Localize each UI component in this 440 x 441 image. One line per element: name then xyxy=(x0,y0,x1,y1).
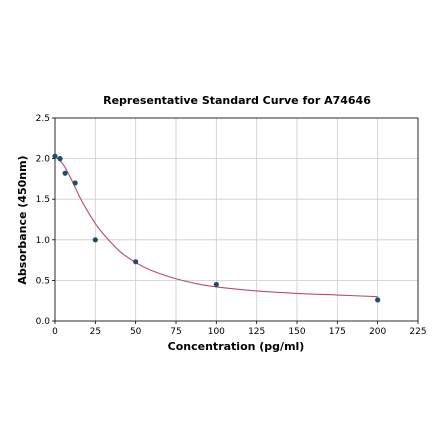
y-tick-label: 2.0 xyxy=(36,155,51,165)
y-tick-label: 0.5 xyxy=(36,276,50,286)
plot-frame xyxy=(54,117,419,322)
chart-title: Representative Standard Curve for A74646 xyxy=(103,94,371,107)
x-axis: 0 25 50 75 100 125 150 175 200 225 xyxy=(52,321,427,337)
x-tick-label: 100 xyxy=(208,327,225,337)
x-axis-label: Concentration (pg/ml) xyxy=(168,340,305,353)
y-tick-label: 0.0 xyxy=(36,317,51,327)
data-point xyxy=(92,237,98,243)
data-points xyxy=(52,153,381,303)
x-tick-label: 175 xyxy=(329,327,346,337)
x-tick-label: 150 xyxy=(288,327,305,337)
x-tick-label: 0 xyxy=(52,327,58,337)
data-point xyxy=(375,297,381,303)
y-tick-label: 1.0 xyxy=(36,236,51,246)
y-tick-label: 2.5 xyxy=(36,114,50,124)
x-tick-label: 225 xyxy=(409,327,426,337)
data-point xyxy=(213,281,219,288)
data-point xyxy=(62,170,68,176)
grid-lines xyxy=(54,117,419,322)
x-tick-label: 125 xyxy=(248,327,265,337)
y-axis-label: Absorbance (450nm) xyxy=(16,155,29,284)
y-tick-label: 1.5 xyxy=(36,195,50,205)
data-point xyxy=(72,180,78,186)
y-axis: 0.0 0.5 1.0 1.5 2.0 2.5 xyxy=(36,114,55,327)
x-tick-label: 25 xyxy=(90,327,101,337)
data-point xyxy=(52,153,58,159)
x-tick-label: 50 xyxy=(130,327,142,337)
x-tick-label: 75 xyxy=(170,327,181,337)
data-point xyxy=(133,259,139,265)
data-point xyxy=(57,156,63,162)
x-tick-label: 200 xyxy=(369,327,386,337)
